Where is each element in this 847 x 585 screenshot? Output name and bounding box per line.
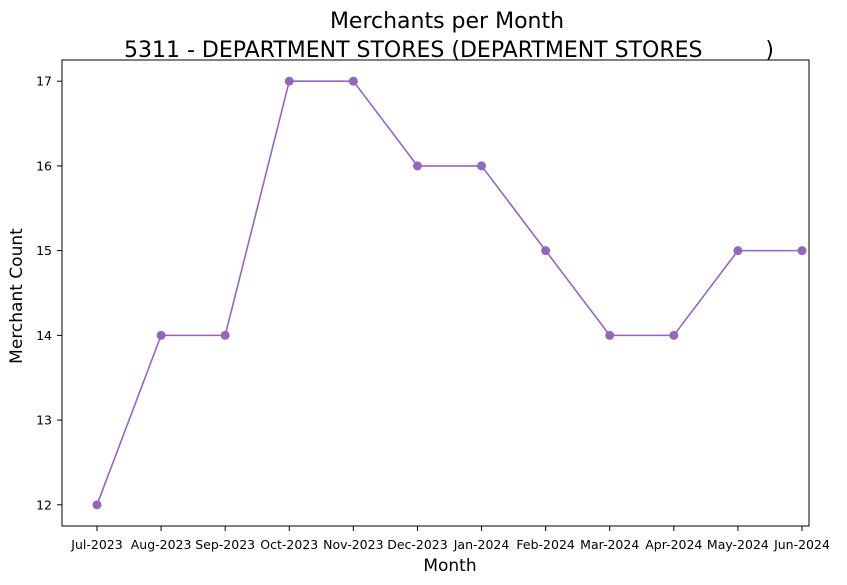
y-tick-label: 12 [36, 497, 52, 512]
chart-title: Merchants per Month [330, 9, 564, 34]
plot-area-frame [61, 59, 810, 527]
x-tick-label: Jan-2024 [453, 537, 510, 552]
data-point [220, 330, 230, 340]
series-layer [92, 76, 807, 510]
x-tick-label: Jul-2023 [70, 537, 122, 552]
x-tick-label: Mar-2024 [580, 537, 639, 552]
data-point [348, 76, 358, 86]
data-point [92, 500, 102, 510]
x-axis: Jul-2023 Aug-2023 Sep-2023 Oct-2023 Nov-2023… [70, 526, 830, 552]
x-tick-label: Oct-2023 [260, 537, 318, 552]
data-point [284, 76, 294, 86]
chart-subtitle: 5311 - DEPARTMENT STORES (DEPARTMENT STO… [124, 38, 774, 63]
data-point [669, 330, 679, 340]
data-point [733, 246, 743, 256]
data-point [541, 246, 551, 256]
x-tick-label: Jun-2024 [773, 537, 830, 552]
x-axis-label: Month [423, 556, 476, 576]
data-point [605, 330, 615, 340]
x-tick-label: Sep-2023 [195, 537, 255, 552]
data-point [477, 161, 487, 171]
x-tick-label: Feb-2024 [516, 537, 575, 552]
data-point [797, 246, 807, 256]
data-point [156, 330, 166, 340]
x-tick-label: Apr-2024 [645, 537, 702, 552]
y-tick-label: 13 [36, 413, 52, 428]
y-tick-label: 15 [36, 243, 52, 258]
y-axis-label: Merchant Count [7, 228, 27, 364]
x-tick-label: May-2024 [707, 537, 769, 552]
data-point [412, 161, 422, 171]
x-tick-label: Nov-2023 [323, 537, 383, 552]
y-tick-label: 16 [36, 158, 52, 173]
series-line [96, 80, 802, 506]
y-tick-label: 17 [36, 74, 52, 89]
x-tick-label: Dec-2023 [387, 537, 448, 552]
x-tick-label: Aug-2023 [131, 537, 192, 552]
y-axis: 12 13 14 15 16 17 [36, 74, 62, 512]
y-tick-label: 14 [36, 328, 52, 343]
